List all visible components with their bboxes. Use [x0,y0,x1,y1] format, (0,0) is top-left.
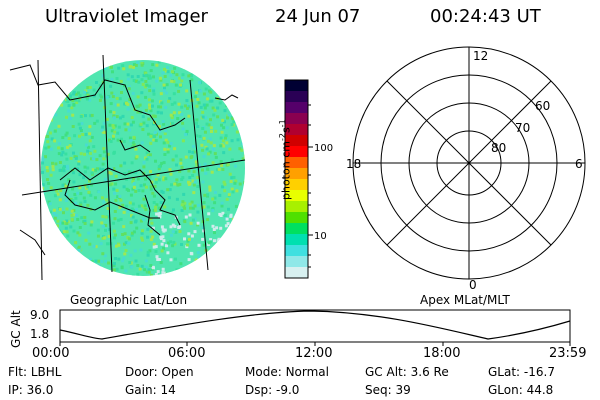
observation-date: 24 Jun 07 [275,6,361,27]
colorbar-band [285,102,308,114]
colorbar-bands [285,80,308,279]
gc-alt-info: GC Alt: 3.6 Re [365,365,449,379]
colorbar-band [285,234,308,246]
colorbar-band [285,267,308,279]
colorbar-band [285,135,308,147]
mlat-label-70: 70 [515,121,530,135]
colorbar-band [285,212,308,224]
mlat-label-60: 60 [535,99,550,113]
glat-info: GLat: -16.7 [488,365,555,379]
altitude-ytick-9: 9.0 [30,308,49,322]
mlt-label-18: 18 [346,157,361,171]
lat-lon-grid [21,54,246,281]
mlt-label-12: 12 [473,49,488,63]
apex-caption: Apex MLat/MLT [420,293,510,307]
filter-info: Flt: LBHL [8,365,62,379]
colorbar-band [285,124,308,136]
ip-info: IP: 36.0 [8,383,54,397]
colorbar-band [285,201,308,213]
colorbar-band [285,91,308,103]
mlat-label-80: 80 [491,141,506,155]
dsp-info: Dsp: -9.0 [245,383,300,397]
intensity-colorbar: 100 10 [284,79,333,279]
mlt-label-6: 6 [575,157,583,171]
altitude-ytick-1.8: 1.8 [30,327,49,341]
altitude-plot: GC Alt 9.0 1.8 [9,308,571,348]
colorbar-band [285,146,308,158]
geographic-uv-image [9,54,246,281]
mode-info: Mode: Normal [245,365,329,379]
observation-time: 00:24:43 UT [430,6,541,27]
time-tick-0000: 00:00 [32,346,70,361]
altitude-ylabel: GC Alt [9,310,23,348]
colorbar-tick-10: 10 [314,231,327,242]
door-info: Door: Open [125,365,194,379]
time-tick-0600: 06:00 [168,346,206,361]
glon-info: GLon: 44.8 [488,383,554,397]
geographic-caption: Geographic Lat/Lon [70,293,188,307]
time-tick-1800: 18:00 [423,346,461,361]
colorbar-tick-100: 100 [314,143,333,154]
gain-info: Gain: 14 [125,383,176,397]
colorbar-band [285,113,308,125]
colorbar-band [285,190,308,202]
altitude-curve [59,310,571,340]
colorbar-band [285,168,308,180]
time-tick-2359: 23:59 [549,346,587,361]
colorbar-ticks [308,104,313,268]
colorbar-band [285,179,308,191]
colorbar-band [285,223,308,235]
colorbar-band [285,157,308,169]
colorbar-band [285,80,308,92]
colorbar-band [285,256,308,268]
page-title: Ultraviolet Imager [45,6,208,27]
mlt-label-0: 0 [469,278,477,292]
colorbar-band [285,245,308,257]
colorbar-unit-label: photon cm-2s-1 [278,119,293,200]
apex-polar-grid: 12 18 6 0 60 70 80 [346,46,586,292]
seq-info: Seq: 39 [365,383,411,397]
time-tick-1200: 12:00 [295,346,333,361]
altitude-xticks [59,342,571,346]
